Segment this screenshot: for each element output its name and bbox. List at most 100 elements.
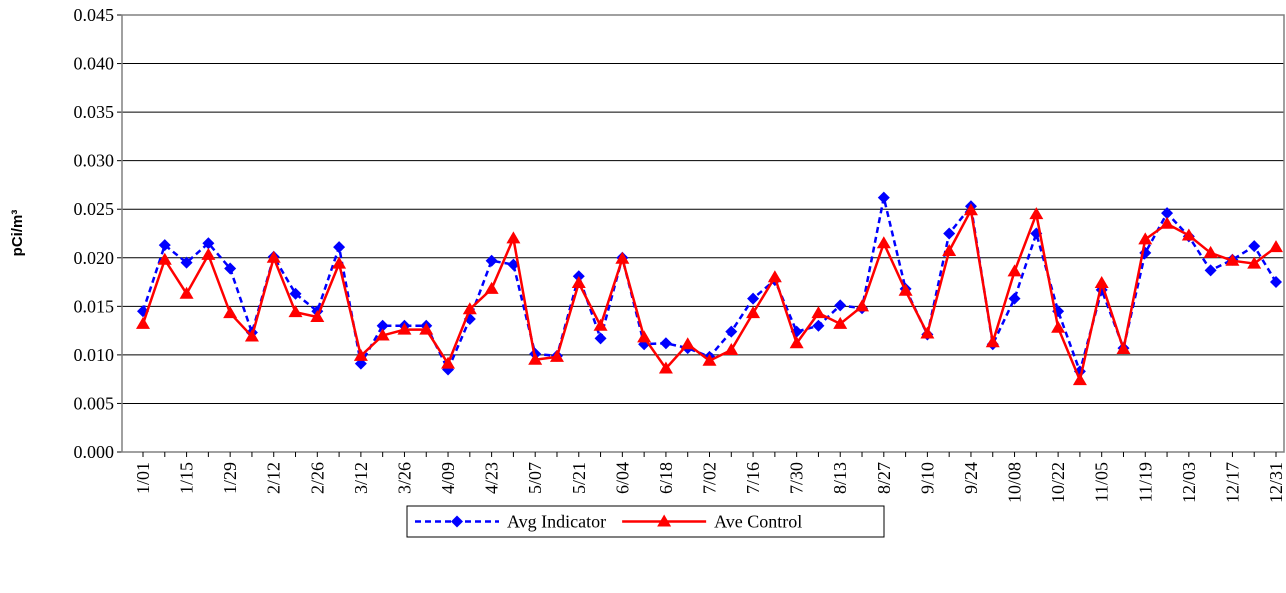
data-point: [1269, 240, 1283, 253]
x-tick-label: 1/29: [220, 462, 240, 494]
data-point: [1029, 207, 1044, 220]
x-tick-label: 11/05: [1092, 462, 1112, 502]
data-point: [223, 306, 238, 319]
legend-label: Ave Control: [714, 512, 802, 532]
y-tick-label: 0.020: [74, 248, 115, 268]
data-point: [288, 305, 303, 318]
data-point: [834, 299, 847, 312]
data-point: [1181, 228, 1196, 241]
data-point: [485, 254, 498, 267]
data-point: [942, 243, 957, 256]
data-point: [157, 252, 172, 265]
x-tick-label: 6/18: [656, 462, 676, 494]
data-point: [943, 227, 956, 240]
data-point: [136, 316, 150, 329]
data-point: [920, 326, 935, 339]
data-point: [179, 286, 194, 299]
data-point: [353, 348, 368, 361]
data-point: [747, 292, 760, 305]
x-tick-label: 1/01: [133, 462, 153, 494]
data-point: [877, 191, 890, 204]
data-point: [549, 349, 564, 362]
data-point: [310, 310, 325, 323]
y-tick-label: 0.000: [74, 442, 115, 462]
data-point: [963, 203, 978, 216]
x-tick-label: 8/27: [874, 462, 894, 494]
data-point: [224, 262, 237, 275]
y-tick-label: 0.035: [74, 102, 115, 122]
data-point: [462, 302, 477, 315]
data-point: [812, 319, 825, 332]
x-tick-label: 4/09: [438, 462, 458, 494]
x-tick-label: 9/10: [917, 462, 937, 494]
data-point: [637, 330, 652, 343]
data-point: [657, 514, 672, 527]
x-tick-label: 3/26: [394, 462, 414, 494]
y-axis-label: pCi/m³: [9, 210, 26, 257]
x-tick-label: 8/13: [830, 462, 850, 494]
data-point: [244, 329, 259, 342]
x-tick-label: 7/16: [743, 462, 763, 494]
data-point: [1225, 253, 1240, 266]
data-point: [811, 306, 826, 319]
data-point: [506, 231, 521, 244]
x-tick-label: 6/04: [612, 462, 632, 494]
data-point: [180, 256, 193, 269]
x-tick-label: 12/17: [1222, 462, 1242, 503]
data-point: [484, 281, 499, 294]
y-tick-label: 0.030: [74, 151, 115, 171]
y-tick-label: 0.005: [74, 393, 115, 413]
x-tick-label: 10/22: [1048, 462, 1068, 503]
plot-area: [121, 14, 1285, 453]
x-tick-label: 9/24: [961, 462, 981, 494]
data-point: [833, 316, 848, 329]
y-tick-label: 0.045: [74, 5, 115, 25]
data-point: [724, 343, 739, 356]
data-point: [1094, 276, 1109, 289]
x-tick-label: 10/08: [1005, 462, 1025, 503]
data-point: [789, 336, 804, 349]
data-point: [1051, 320, 1066, 333]
data-point: [767, 270, 782, 283]
data-point: [855, 299, 870, 312]
data-point: [725, 325, 738, 338]
data-point: [659, 337, 672, 350]
x-tick-label: 1/15: [177, 462, 197, 494]
data-point: [615, 251, 630, 264]
data-point: [746, 306, 761, 319]
data-point: [594, 332, 607, 345]
x-tick-label: 5/07: [525, 462, 545, 494]
data-point: [158, 239, 171, 252]
data-point: [1072, 373, 1087, 386]
x-tick-label: 2/26: [307, 462, 327, 494]
data-point: [1247, 256, 1262, 269]
data-point: [1007, 264, 1022, 277]
y-tick-label: 0.015: [74, 296, 115, 316]
data-point: [1138, 232, 1153, 245]
x-tick-label: 5/21: [569, 462, 589, 494]
data-point: [333, 241, 346, 254]
data-point: [1161, 207, 1174, 220]
data-point: [419, 322, 434, 335]
y-tick-label: 0.025: [74, 199, 115, 219]
data-point: [876, 236, 891, 249]
x-tick-label: 3/12: [351, 462, 371, 494]
data-point: [702, 353, 717, 366]
data-point: [658, 361, 673, 374]
data-point: [397, 322, 412, 335]
data-point: [202, 237, 215, 250]
data-point: [375, 328, 390, 341]
y-tick-label: 0.010: [74, 345, 115, 365]
data-point: [1203, 245, 1218, 258]
data-point: [201, 247, 216, 260]
data-point: [680, 337, 695, 350]
data-point: [266, 250, 281, 263]
data-point: [898, 283, 913, 296]
data-point: [1160, 216, 1175, 229]
data-point: [289, 287, 302, 300]
x-tick-label: 11/19: [1135, 462, 1155, 502]
legend-label: Avg Indicator: [507, 512, 606, 532]
data-point: [376, 319, 389, 332]
x-tick-label: 7/30: [787, 462, 807, 494]
